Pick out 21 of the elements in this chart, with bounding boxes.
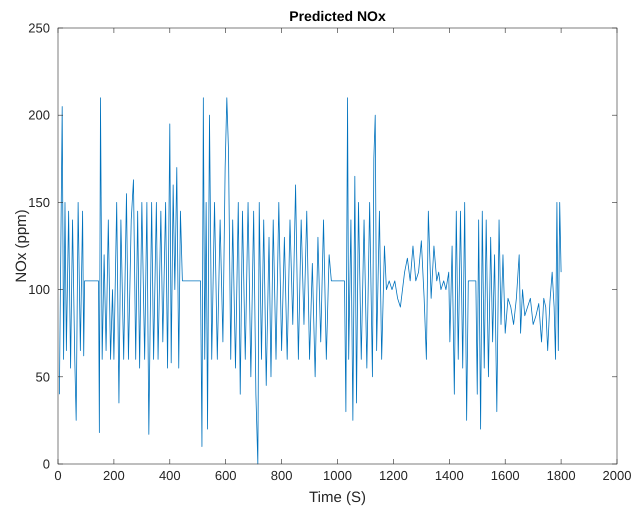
y-axis-title: NOx (ppm) (13, 209, 30, 283)
y-tick-label: 50 (36, 369, 50, 384)
x-tick-label: 2000 (602, 468, 632, 483)
x-tick-label: 1400 (434, 468, 464, 483)
y-tick-label: 100 (28, 282, 50, 298)
x-axis-title: Time (S) (309, 489, 366, 506)
x-tick-label: 400 (158, 468, 181, 483)
x-tick-label: 800 (270, 468, 292, 483)
x-tick-label: 600 (214, 468, 237, 483)
x-tick-label: 1200 (378, 468, 408, 483)
x-tick-label: 0 (54, 468, 62, 483)
y-tick-label: 0 (42, 456, 50, 472)
x-tick-label: 1800 (546, 468, 576, 483)
x-tick-label: 1000 (323, 468, 352, 483)
chart-title: Predicted NOx (289, 8, 386, 24)
y-tick-label: 150 (28, 194, 50, 210)
line-series (59, 97, 562, 464)
y-tick-label: 200 (28, 108, 50, 123)
y-tick-label: 250 (28, 20, 50, 36)
x-tick-label: 1600 (490, 468, 520, 483)
x-tick-label: 200 (103, 468, 125, 483)
